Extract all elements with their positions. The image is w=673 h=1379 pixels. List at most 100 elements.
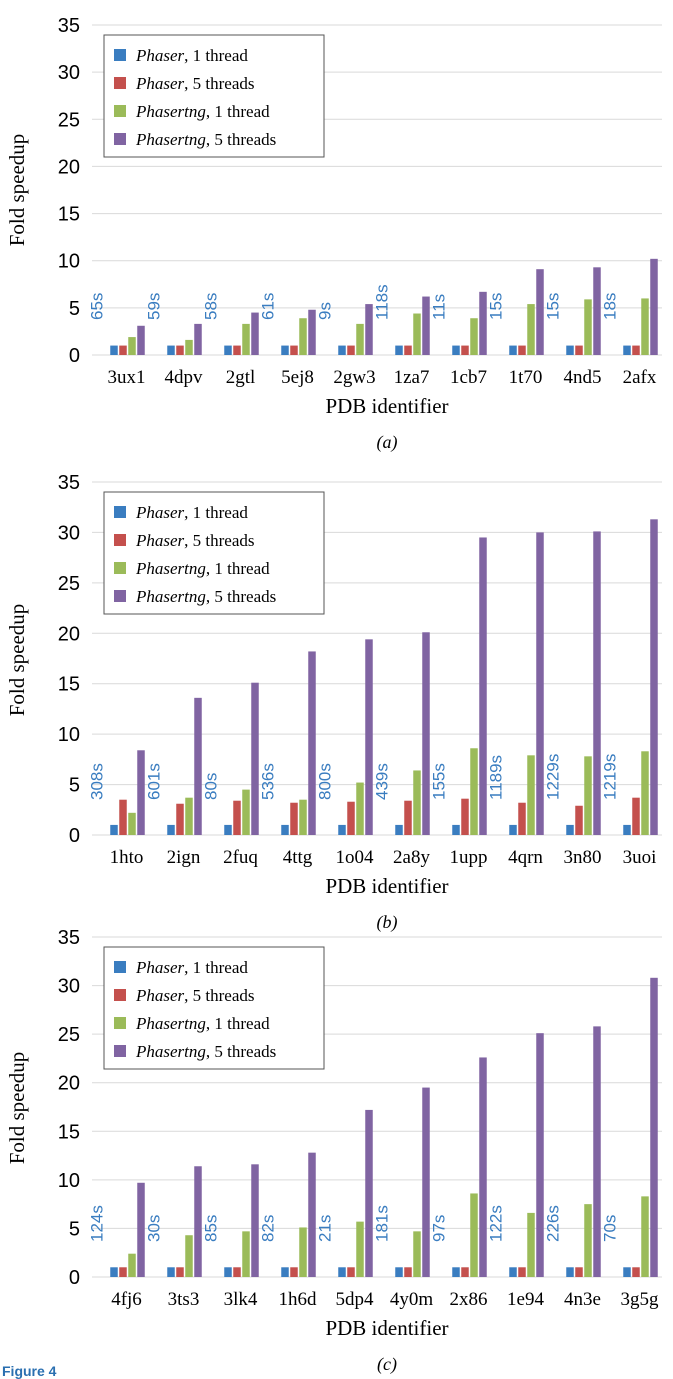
- bar: [365, 304, 373, 355]
- bar: [461, 345, 469, 355]
- y-tick-label: 35: [58, 927, 80, 949]
- bar: [527, 755, 535, 835]
- bar: [224, 824, 232, 835]
- legend-series-name: Phasertng: [135, 102, 206, 121]
- y-tick-label: 15: [58, 1121, 80, 1143]
- x-tick-label: 2gtl: [226, 367, 256, 388]
- legend-series-name: Phasertng: [135, 130, 206, 149]
- bar: [584, 1204, 592, 1277]
- bar: [224, 1267, 232, 1277]
- bar-annotation: 122s: [486, 1205, 505, 1242]
- bar: [308, 309, 316, 355]
- bar: [518, 345, 526, 355]
- x-tick-label: 1za7: [394, 367, 430, 388]
- y-tick-label: 10: [58, 251, 80, 273]
- bar: [650, 258, 658, 355]
- x-tick-label: 5dp4: [336, 1289, 375, 1310]
- bar: [593, 1026, 601, 1277]
- legend-swatch: [114, 590, 126, 602]
- y-tick-label: 25: [58, 109, 80, 131]
- bar-annotation: 1189s: [486, 755, 505, 800]
- bar: [338, 1267, 346, 1277]
- y-tick-label: 30: [58, 62, 80, 84]
- legend-series-suffix: , 1 thread: [206, 559, 270, 578]
- bar: [536, 269, 544, 355]
- legend-label: Phaser, 5 threads: [135, 986, 255, 1005]
- legend-series-name: Phasertng: [135, 587, 206, 606]
- bar: [185, 1235, 193, 1277]
- legend-swatch: [114, 562, 126, 574]
- bar: [176, 345, 184, 355]
- x-tick-label: 3uoi: [623, 847, 657, 868]
- bar: [395, 345, 403, 355]
- bar: [233, 1267, 241, 1277]
- bar: [251, 682, 259, 835]
- legend-series-name: Phasertng: [135, 559, 206, 578]
- legend-series-name: Phaser: [135, 74, 185, 93]
- chart-panel-b: 0 5 10 15 20 25 30 35 Fold speedup 1hto 308s 2ign 60…: [5, 472, 662, 933]
- bar: [452, 345, 460, 355]
- bar: [347, 801, 355, 835]
- bar: [137, 750, 145, 835]
- legend-box: [103, 34, 325, 158]
- bar: [110, 345, 118, 355]
- bar: [365, 639, 373, 835]
- bar: [347, 345, 355, 355]
- bar: [650, 519, 658, 835]
- x-tick-label: 3ux1: [108, 367, 146, 388]
- bar-annotation: 82s: [258, 1215, 277, 1242]
- bar-annotation: 61s: [258, 293, 277, 320]
- legend-box: [103, 946, 325, 1070]
- bar: [299, 1227, 307, 1277]
- legend-label: Phaser, 5 threads: [135, 531, 255, 550]
- bar: [167, 1267, 175, 1277]
- bar: [575, 805, 583, 835]
- bar: [356, 323, 364, 355]
- bar-annotation: 181s: [372, 1205, 391, 1242]
- legend-series-name: Phaser: [135, 986, 185, 1005]
- legend-swatch: [114, 961, 126, 973]
- bar: [641, 298, 649, 355]
- bar-annotation: 536s: [258, 763, 277, 800]
- bar: [233, 345, 241, 355]
- bar: [632, 1267, 640, 1277]
- y-tick-label: 15: [58, 674, 80, 696]
- legend-swatch: [114, 1017, 126, 1029]
- bar: [623, 1267, 631, 1277]
- bar: [110, 824, 118, 835]
- x-tick-label: 4y0m: [390, 1289, 434, 1310]
- bar: [338, 345, 346, 355]
- y-tick-label: 5: [69, 775, 80, 797]
- y-tick-label: 25: [58, 573, 80, 595]
- bar-annotation: 15s: [486, 293, 505, 320]
- legend-label: Phasertng, 1 thread: [135, 1014, 270, 1033]
- x-tick-label: 4ttg: [283, 847, 313, 868]
- legend-label: Phasertng, 5 threads: [135, 587, 276, 606]
- legend-swatch: [114, 49, 126, 61]
- bar: [479, 537, 487, 835]
- bar: [641, 751, 649, 835]
- bar: [119, 345, 127, 355]
- x-tick-label: 4n3e: [564, 1289, 601, 1310]
- legend-swatch: [114, 133, 126, 145]
- x-tick-label: 3n80: [564, 847, 602, 868]
- bar: [242, 323, 250, 355]
- x-axis-title: PDB identifier: [325, 874, 448, 898]
- bar-annotation: 118s: [372, 284, 391, 320]
- bar: [566, 1267, 574, 1277]
- bar-annotation: 21s: [315, 1215, 334, 1242]
- bar: [395, 824, 403, 835]
- x-tick-label: 4dpv: [165, 367, 204, 388]
- bar: [413, 770, 421, 835]
- bar-annotation: 800s: [315, 763, 334, 800]
- bar: [137, 325, 145, 355]
- x-tick-label: 5ej8: [281, 367, 314, 388]
- bar: [623, 824, 631, 835]
- legend-series-suffix: , 5 threads: [184, 986, 254, 1005]
- legend-swatch: [114, 506, 126, 518]
- bar: [356, 782, 364, 835]
- bar: [461, 798, 469, 835]
- x-tick-label: 3ts3: [168, 1289, 200, 1310]
- bar: [536, 532, 544, 835]
- legend-label: Phaser, 1 thread: [135, 503, 248, 522]
